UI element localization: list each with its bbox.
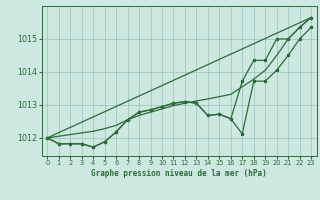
- X-axis label: Graphe pression niveau de la mer (hPa): Graphe pression niveau de la mer (hPa): [91, 169, 267, 178]
